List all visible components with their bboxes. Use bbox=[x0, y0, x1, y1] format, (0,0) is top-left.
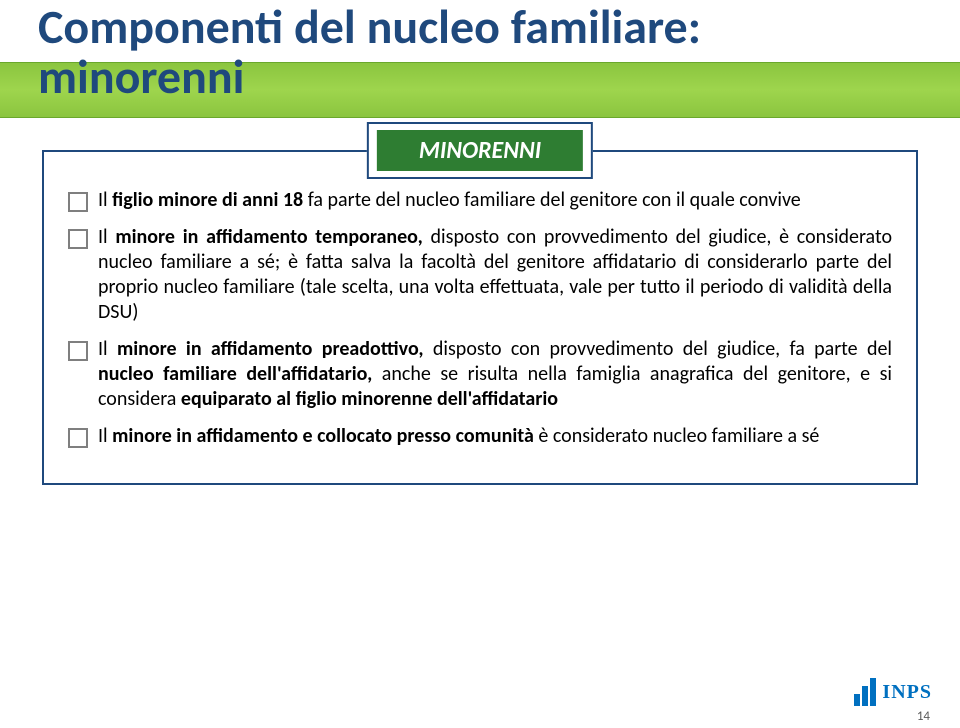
text: è considerato nucleo familiare a sé bbox=[534, 424, 820, 448]
slide-title: Componenti del nucleo familiare: minoren… bbox=[38, 2, 922, 103]
text: Il bbox=[98, 337, 117, 361]
bullet-item: Il minore in affidamento e collocato pre… bbox=[68, 424, 892, 449]
bullet-list: Il figlio minore di anni 18 fa parte del… bbox=[68, 188, 892, 449]
bullet-item: Il minore in affidamento temporaneo, dis… bbox=[68, 225, 892, 325]
logo-bars-icon bbox=[854, 678, 876, 706]
bold-text: minore in affidamento e collocato presso… bbox=[112, 424, 534, 448]
page-number: 14 bbox=[917, 709, 930, 724]
title-line2: minorenni bbox=[38, 47, 244, 106]
bold-text: minore in affidamento temporaneo, bbox=[115, 225, 422, 249]
bold-text: nucleo familiare dell'affidatario, bbox=[98, 362, 372, 386]
badge-wrap: MINORENNI bbox=[367, 122, 593, 179]
text: Il bbox=[98, 424, 112, 448]
text: fa parte del nucleo familiare del genito… bbox=[303, 188, 801, 212]
footer-logo: INPS bbox=[854, 678, 932, 706]
slide: Componenti del nucleo familiare: minoren… bbox=[0, 0, 960, 728]
text: Il bbox=[98, 188, 112, 212]
bold-text: figlio minore di anni 18 bbox=[112, 188, 303, 212]
bold-text: minore in affidamento preadottivo, bbox=[117, 337, 424, 361]
content-box: Il figlio minore di anni 18 fa parte del… bbox=[42, 150, 918, 485]
text: Il bbox=[98, 225, 115, 249]
logo-text: INPS bbox=[882, 681, 932, 704]
section-badge: MINORENNI bbox=[377, 130, 583, 171]
bullet-item: Il figlio minore di anni 18 fa parte del… bbox=[68, 188, 892, 213]
bullet-item: Il minore in affidamento preadottivo, di… bbox=[68, 337, 892, 412]
text: disposto con provvedimento del giudice, … bbox=[424, 337, 892, 361]
bold-text: equiparato al figlio minorenne dell'affi… bbox=[181, 387, 558, 411]
